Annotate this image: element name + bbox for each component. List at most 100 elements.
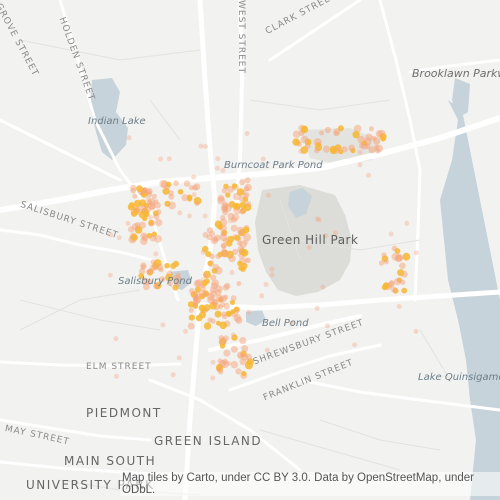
incident-point xyxy=(211,279,220,288)
incident-point xyxy=(202,272,208,278)
incident-point xyxy=(237,260,243,267)
incident-point xyxy=(164,184,171,191)
incident-point xyxy=(244,177,251,184)
label-bell-pond: Bell Pond xyxy=(262,318,309,329)
incident-point xyxy=(187,213,192,219)
incident-point xyxy=(264,347,270,353)
incident-point xyxy=(332,230,338,236)
label-salisbury-pond: Salisbury Pond xyxy=(118,276,192,287)
incident-point xyxy=(383,259,389,265)
incident-point xyxy=(148,219,155,226)
incident-point xyxy=(231,332,236,338)
incident-point xyxy=(220,167,226,173)
incident-point xyxy=(127,203,135,211)
incident-point xyxy=(193,291,200,298)
incident-point xyxy=(244,361,253,370)
lake-quinsigamond xyxy=(440,100,500,500)
incident-point xyxy=(246,309,252,315)
incident-point xyxy=(172,260,180,267)
incident-point xyxy=(233,192,241,201)
incident-point xyxy=(113,336,119,342)
incident-point xyxy=(220,249,229,258)
incident-point xyxy=(199,285,206,292)
incident-point xyxy=(244,131,250,136)
incident-point xyxy=(231,213,239,221)
incident-point xyxy=(314,147,320,154)
incident-point xyxy=(140,264,147,270)
incident-point xyxy=(216,366,223,373)
incident-point xyxy=(188,185,194,191)
incident-point xyxy=(183,328,189,334)
incident-point xyxy=(223,294,229,300)
incident-point xyxy=(245,257,251,264)
incident-point xyxy=(132,193,138,199)
incident-point xyxy=(138,268,146,275)
incident-point xyxy=(300,135,309,144)
incident-point xyxy=(402,252,411,261)
incident-point xyxy=(359,143,365,149)
incident-point xyxy=(413,328,419,334)
incident-point xyxy=(325,323,330,329)
label-main-south: MAIN SOUTH xyxy=(64,454,157,468)
label-green-hill-park: Green Hill Park xyxy=(262,233,359,247)
incident-point xyxy=(378,260,385,266)
incident-point xyxy=(212,237,218,243)
incident-point xyxy=(289,320,295,326)
incident-point xyxy=(269,272,275,278)
incident-point xyxy=(140,237,148,245)
incident-point xyxy=(404,220,410,226)
incident-point xyxy=(333,128,341,136)
incident-point xyxy=(198,143,204,149)
incident-point xyxy=(168,201,176,210)
incident-point xyxy=(214,310,222,318)
incident-point xyxy=(199,311,206,319)
incident-point xyxy=(357,162,363,168)
incident-point xyxy=(229,269,235,275)
incident-point xyxy=(223,349,231,357)
incident-point xyxy=(231,183,238,189)
incident-point xyxy=(245,201,252,207)
incident-point xyxy=(221,203,229,211)
incident-point xyxy=(143,283,150,291)
incident-point xyxy=(145,196,151,202)
incident-point xyxy=(221,187,228,194)
incident-point xyxy=(187,322,195,330)
incident-point xyxy=(215,320,221,326)
incident-point xyxy=(220,242,227,249)
incident-point xyxy=(153,251,159,257)
incident-point xyxy=(145,188,152,195)
incident-point xyxy=(232,248,239,255)
incident-point xyxy=(201,245,209,253)
incident-point xyxy=(243,233,251,242)
incident-point xyxy=(191,192,197,198)
label-lake-quinsigamond: Lake Quinsigamond xyxy=(418,372,500,383)
incident-point xyxy=(352,130,360,139)
incident-point xyxy=(188,307,194,313)
burncoat-pond xyxy=(288,188,312,218)
incident-point xyxy=(395,253,404,262)
incident-point xyxy=(207,317,213,323)
incident-point xyxy=(366,172,372,178)
incident-point xyxy=(245,353,252,361)
incident-point xyxy=(151,193,157,199)
incident-point xyxy=(177,189,184,195)
incident-point xyxy=(228,201,236,208)
incident-point xyxy=(314,305,320,311)
incident-point xyxy=(210,274,217,281)
incident-point xyxy=(156,264,164,271)
incident-point xyxy=(230,360,239,369)
incident-point xyxy=(382,282,390,290)
incident-point xyxy=(173,274,180,281)
incident-point xyxy=(230,309,236,315)
incident-point xyxy=(173,180,179,186)
incident-point xyxy=(243,257,249,263)
incident-point xyxy=(198,304,206,312)
incident-point xyxy=(219,233,228,242)
incident-point xyxy=(193,280,201,288)
incident-point xyxy=(300,125,309,134)
incident-point xyxy=(189,288,195,294)
incident-point xyxy=(148,221,154,227)
